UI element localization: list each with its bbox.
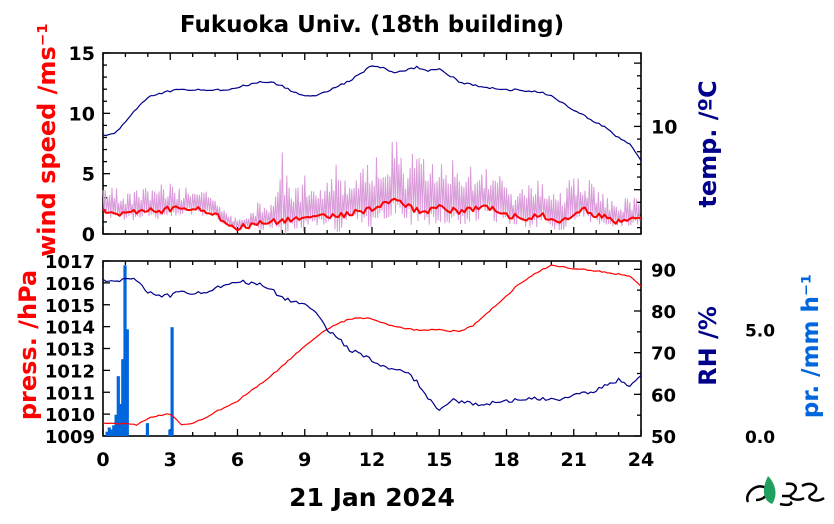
x-tick-label: 24 [628, 449, 654, 471]
precip-tick-label: 0.0 [745, 428, 775, 448]
top-left-tick-label: 10 [69, 103, 95, 125]
bottom-left-tick-label: 1011 [45, 383, 95, 404]
bottom-left-tick-label: 1015 [45, 296, 95, 317]
institute-logo [745, 476, 825, 507]
plot-layer: 0510151010091010101110121013101410151016… [45, 43, 775, 471]
x-tick-label: 21 [561, 449, 587, 471]
wind-gust-series [102, 141, 641, 235]
top-right-tick-label: 10 [651, 116, 677, 138]
top-left-tick-label: 15 [69, 43, 95, 65]
x-tick-label: 3 [164, 449, 177, 471]
bottom-right-tick-label: 80 [651, 302, 676, 323]
pressure-series [102, 264, 642, 426]
chart-title: Fukuoka Univ. (18th building) [180, 12, 564, 38]
x-tick-label: 0 [96, 449, 109, 471]
precip-bar [116, 376, 120, 436]
precip-bar [121, 359, 125, 436]
top-left-tick-label: 5 [82, 164, 95, 186]
precip-bar [118, 404, 123, 436]
x-tick-label: 15 [426, 449, 452, 471]
x-tick-label: 18 [493, 449, 519, 471]
top-left-axis-label: wind speed /ms⁻¹ [33, 23, 61, 257]
bottom-right-axis-label: RH /% [694, 306, 722, 386]
date-label: 21 Jan 2024 [289, 483, 455, 512]
bottom-left-tick-label: 1012 [45, 361, 95, 382]
x-tick-label: 6 [231, 449, 244, 471]
precip-bar [170, 327, 174, 436]
bottom-right-tick-label: 90 [651, 260, 676, 281]
rh-series [102, 277, 642, 411]
precip-bar [168, 429, 172, 436]
wind-mean-series [102, 197, 642, 232]
precip-bar [107, 427, 111, 436]
precip-bar [125, 329, 129, 436]
bottom-right-tick-label: 50 [651, 427, 676, 448]
top-right-axis-label: temp. /ºC [694, 80, 722, 207]
precip-bar [114, 414, 118, 436]
precip-bar [145, 423, 149, 436]
precip-bar [123, 265, 127, 436]
bottom-left-tick-label: 1010 [45, 405, 95, 426]
bottom-left-tick-label: 1013 [45, 340, 95, 361]
x-tick-label: 12 [359, 449, 385, 471]
temperature-series [102, 65, 642, 161]
precip-bar [110, 429, 114, 436]
x-tick-label: 9 [298, 449, 311, 471]
precip-axis-label: pr. /mm h⁻¹ [798, 274, 824, 418]
bottom-right-tick-label: 60 [651, 385, 676, 406]
bottom-left-tick-label: 1017 [45, 252, 95, 273]
precip-bar [112, 425, 116, 436]
bottom-left-tick-label: 1014 [45, 318, 95, 339]
precip-tick-label: 5.0 [745, 321, 775, 341]
bottom-panel-frame [102, 260, 642, 437]
bottom-left-tick-label: 1009 [45, 427, 95, 448]
bottom-left-axis-label: press. /hPa [14, 270, 42, 420]
bottom-left-tick-label: 1016 [45, 274, 95, 295]
precip-bar [105, 431, 109, 436]
bottom-right-tick-label: 70 [651, 344, 676, 365]
top-left-tick-label: 0 [82, 224, 95, 246]
